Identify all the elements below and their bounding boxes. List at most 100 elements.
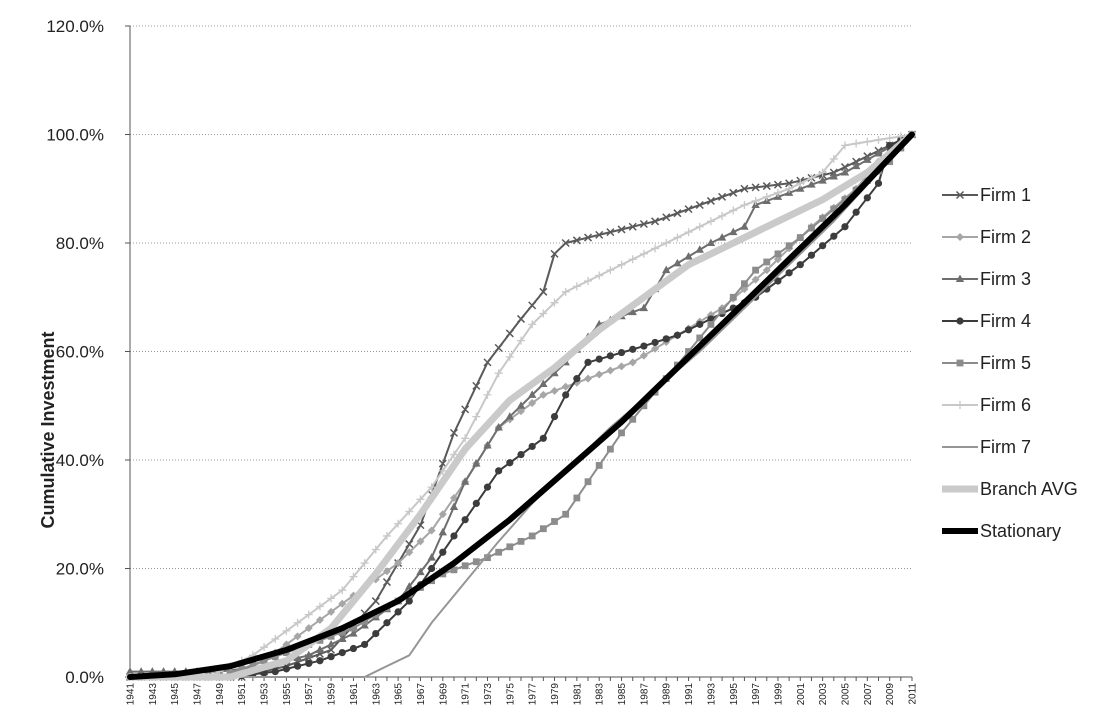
series-marker: [606, 228, 615, 237]
series-marker: [472, 381, 481, 390]
x-tick-label: 2009: [885, 683, 896, 706]
series-marker: [662, 213, 671, 222]
series-marker: [450, 532, 458, 540]
x-tick-label: 1943: [148, 683, 159, 706]
legend-label: Firm 1: [980, 185, 1031, 205]
series-marker: [528, 320, 537, 329]
series-marker: [338, 634, 347, 643]
legend-item: Firm 3: [942, 269, 1031, 289]
series-marker: [796, 234, 804, 241]
series-marker: [639, 219, 648, 229]
series-marker: [695, 222, 704, 231]
series-marker: [394, 608, 402, 616]
series-marker: [416, 537, 425, 546]
series-marker: [338, 599, 347, 608]
legend-label: Firm 3: [980, 269, 1031, 289]
series-marker: [550, 298, 559, 307]
x-tick-label: 1983: [595, 683, 606, 706]
series-marker: [807, 180, 816, 188]
series-marker: [450, 566, 458, 574]
series-marker: [640, 402, 648, 410]
series-marker: [718, 211, 727, 220]
x-tick-label: 1989: [662, 683, 673, 706]
series-marker: [673, 258, 682, 267]
series-marker: [561, 382, 570, 391]
series-marker: [662, 239, 671, 247]
series-marker: [639, 249, 648, 258]
series-marker: [662, 265, 671, 274]
series-marker: [539, 390, 548, 399]
series-marker: [293, 653, 302, 662]
series-marker: [360, 559, 369, 568]
series-marker: [684, 252, 693, 260]
series-marker: [841, 196, 849, 203]
series-marker: [494, 422, 503, 431]
series-marker: [751, 196, 760, 205]
x-tick-label: 1981: [572, 683, 583, 706]
legend-label: Firm 6: [980, 395, 1031, 415]
series-marker: [955, 190, 965, 200]
series-marker: [438, 466, 447, 475]
series-marker: [427, 553, 436, 561]
series-marker: [662, 335, 670, 343]
y-tick-label: 80.0%: [56, 234, 104, 253]
x-tick-label: 1973: [483, 683, 494, 706]
series-marker: [405, 548, 414, 557]
series-marker: [327, 653, 335, 661]
series-marker: [461, 405, 470, 414]
series-marker: [830, 205, 838, 213]
legend-item: Firm 4: [942, 311, 1031, 331]
x-tick-label: 1995: [729, 683, 740, 706]
series-marker: [729, 206, 738, 215]
series-marker: [673, 209, 682, 218]
series-marker: [774, 250, 782, 258]
series-marker: [494, 369, 503, 378]
series-marker: [349, 629, 358, 637]
series-marker: [729, 188, 738, 197]
x-tick-label: 2007: [863, 683, 874, 706]
series-marker: [818, 168, 827, 177]
series-marker: [807, 251, 816, 259]
series-marker: [573, 375, 581, 383]
series-marker: [572, 236, 581, 245]
series-marker: [819, 215, 827, 222]
series-marker: [718, 307, 726, 315]
series-marker: [617, 225, 626, 234]
series-marker: [349, 644, 358, 653]
series-marker: [808, 224, 815, 232]
series-marker: [505, 412, 515, 420]
series-marker: [885, 134, 894, 143]
series-marker: [796, 261, 804, 269]
series-marker: [461, 434, 470, 443]
x-tick-label: 1959: [327, 683, 338, 706]
series-marker: [561, 287, 570, 296]
series-marker: [483, 390, 492, 399]
series-marker: [752, 266, 759, 274]
series-marker: [796, 179, 805, 188]
series-marker: [729, 227, 738, 236]
series-marker: [438, 527, 447, 536]
series-marker: [416, 567, 425, 576]
series-marker: [740, 184, 749, 193]
series-marker: [539, 434, 547, 442]
series-marker: [773, 180, 782, 189]
series-marker: [338, 628, 346, 636]
series-marker: [361, 617, 368, 625]
series-marker: [956, 233, 964, 241]
x-tick-label: 1951: [237, 683, 248, 706]
series-marker: [583, 233, 593, 242]
series-marker: [572, 282, 581, 291]
series-marker: [819, 242, 827, 250]
series-marker: [551, 518, 558, 525]
series-marker: [773, 255, 782, 264]
series-marker: [886, 141, 894, 149]
series-marker: [539, 287, 548, 296]
legend-label: Firm 5: [980, 353, 1031, 373]
legend-item: Firm 2: [942, 227, 1031, 247]
series-marker: [305, 659, 313, 668]
series-marker: [841, 223, 849, 231]
series-marker: [696, 334, 704, 342]
series-marker: [271, 635, 280, 644]
series-marker: [651, 338, 659, 347]
series-marker: [639, 303, 649, 312]
